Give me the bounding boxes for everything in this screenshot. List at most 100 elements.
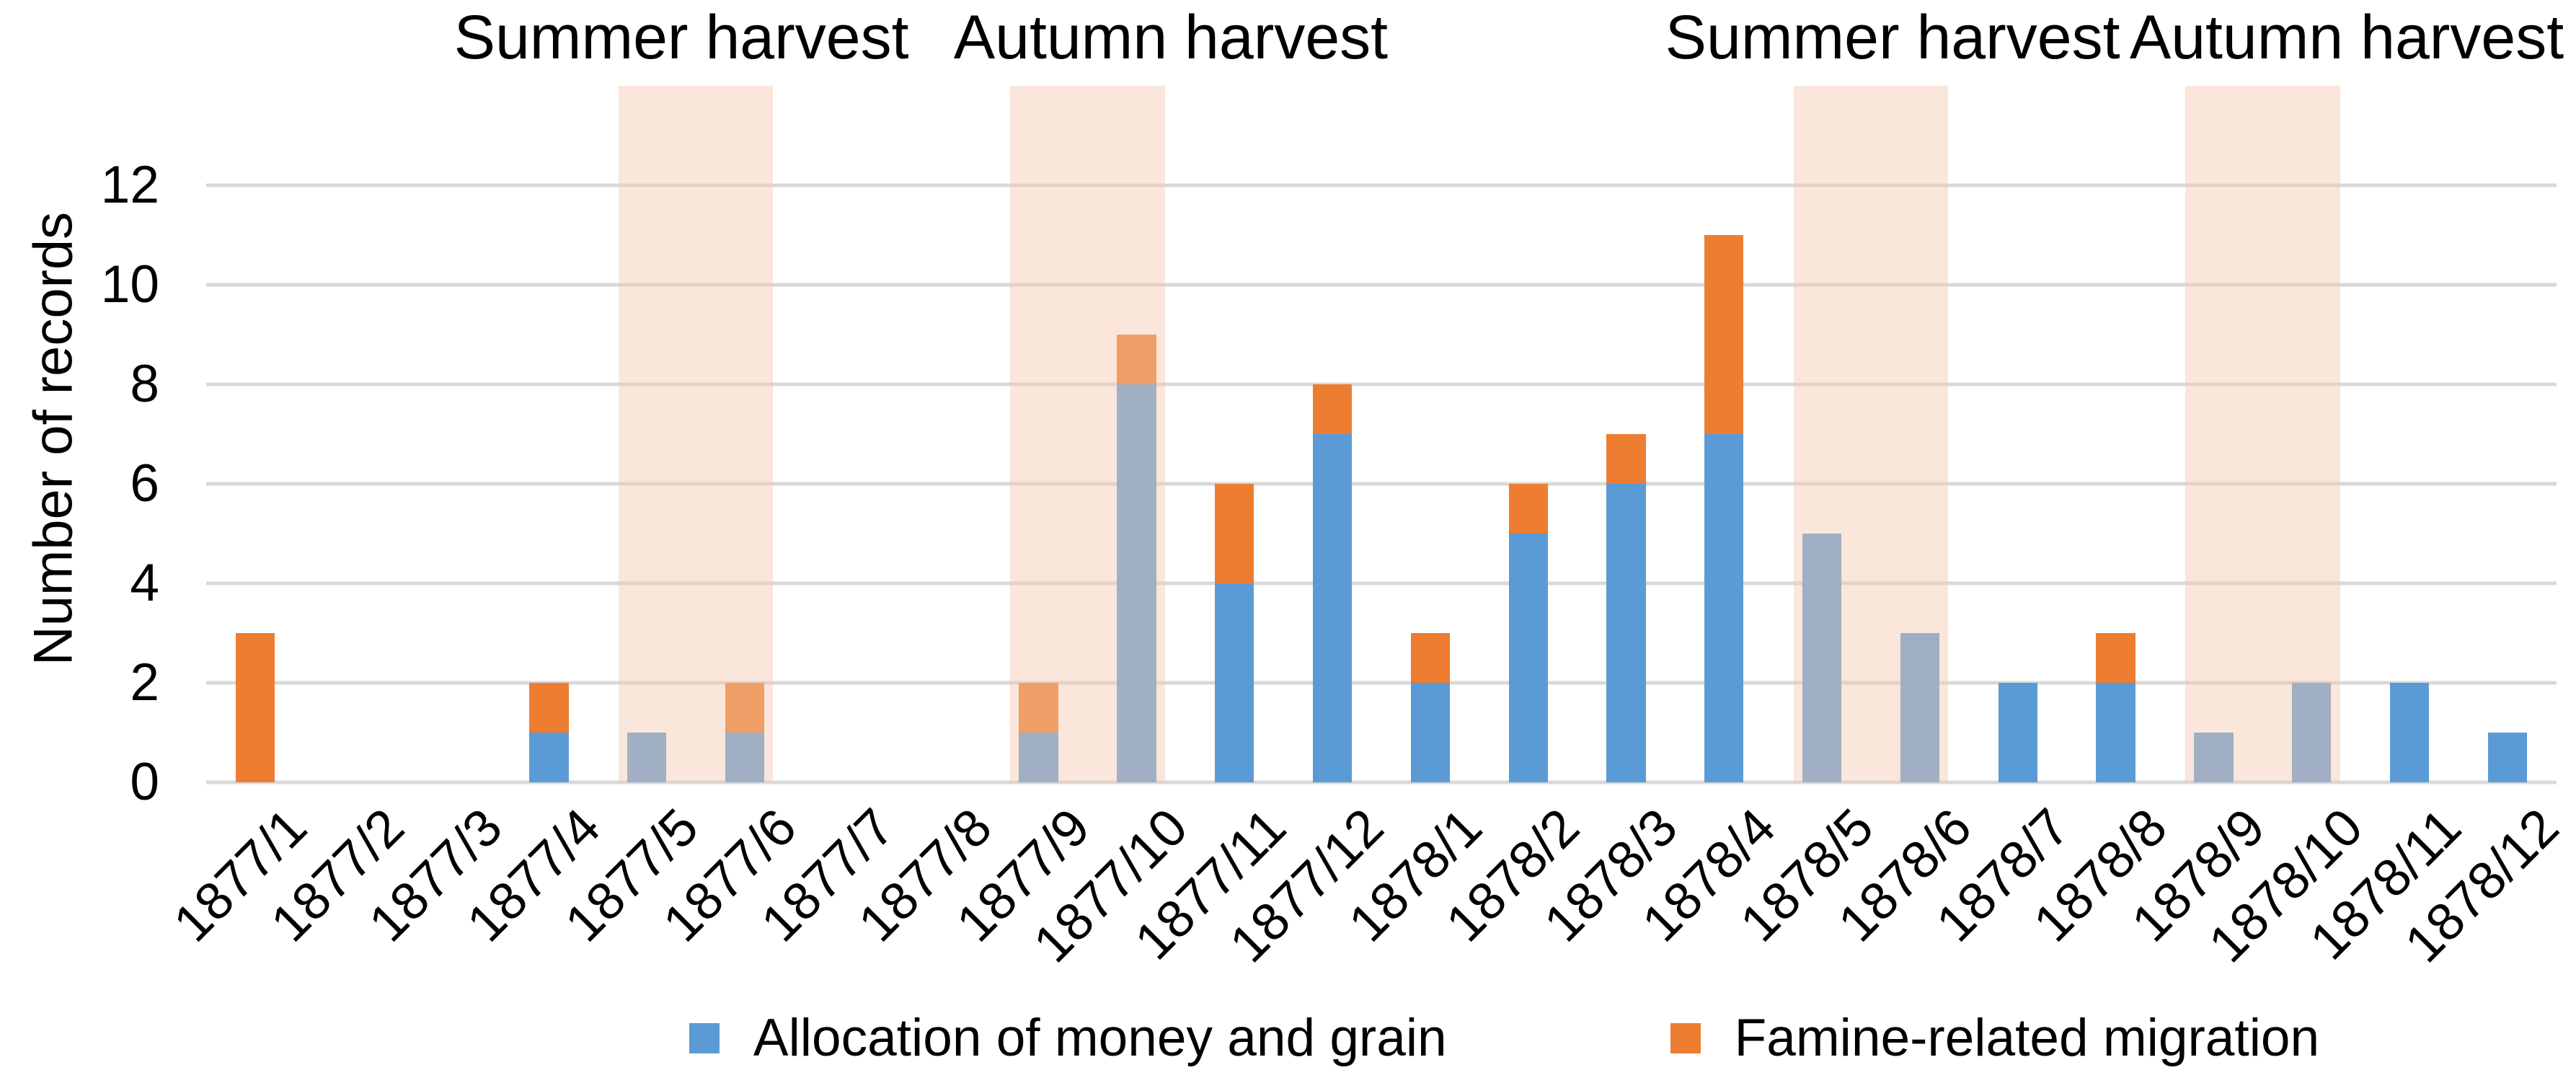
bar-segment-migration [1508,484,1548,534]
gridline-y-10 [206,283,2557,287]
category-slot: 1878/10 [2198,86,2374,973]
bar-segment-allocation [1508,534,1548,782]
category-slot: 1877/5 [554,86,709,952]
bar-segment-migration [2096,633,2135,683]
bar-segment-allocation [1606,484,1646,782]
category-slot: 1877/11 [1124,86,1297,971]
y-tick-label: 4 [130,554,159,612]
bar-stack [1410,633,1450,782]
bar-stack [1998,683,2037,782]
bar-segment-allocation [1312,434,1353,782]
bar-segment-migration [1410,633,1450,683]
bar-segment-allocation [1117,384,1156,782]
category-slot: 1877/7 [750,86,905,952]
bar-segment-allocation [1802,534,1842,782]
bar-stack [2096,633,2135,782]
bar-stack [529,683,569,782]
y-tick-label: 2 [130,653,159,712]
category-slot: 1877/3 [358,86,513,952]
y-tick-label: 8 [130,355,159,413]
bar-stack [1606,434,1646,782]
bar-stack [2487,733,2528,782]
category-slot: 1878/4 [1632,86,1787,952]
gridline-y-0 [206,780,2557,784]
harvest-band [2185,86,2340,782]
chart-legend: Allocation of money and grain Famine-rela… [216,1008,2576,1068]
bar-segment-allocation [1215,583,1254,782]
bar-slots: 1877/1 1877/2 1877/3 1877/4 1877/5 1877/6 1877… [162,86,2570,973]
bar-segment-allocation [1019,733,1058,782]
bar-segment-migration [235,633,275,782]
category-slot: 1878/6 [1827,86,1983,952]
legend-label: Famine-related migration [1734,1009,2320,1067]
bar-stack [1019,683,1058,782]
category-slot: 1878/2 [1435,86,1590,952]
bar-segment-allocation [1900,633,1940,782]
bar-stack [2292,683,2332,782]
category-slot: 1877/4 [456,86,611,952]
legend-item-allocation: Allocation of money and grain [689,1008,1447,1068]
bar-segment-migration [1312,384,1353,434]
legend-swatch-icon [1670,1022,1701,1053]
harvest-band-title: Summer harvest [453,3,909,72]
category-slot: 1878/5 [1730,86,1885,952]
category-slot: 1877/6 [652,86,807,952]
legend-swatch-icon [689,1022,720,1053]
bar-segment-allocation [1998,683,2037,782]
category-slot: 1878/3 [1533,86,1688,952]
bar-segment-allocation [2487,733,2528,782]
bar-stack [2194,733,2234,782]
bar-segment-migration [725,683,765,733]
category-slot: 1877/8 [848,86,1003,952]
category-slot: 1877/12 [1219,86,1395,973]
bar-segment-allocation [2194,733,2234,782]
bar-stack [235,633,275,782]
bar-segment-migration [1215,484,1254,583]
bar-stack [1802,534,1842,782]
gridline-y-8 [206,382,2557,386]
bar-stack [1215,484,1254,782]
bar-stack [1508,484,1548,782]
category-slot: 1878/1 [1337,86,1492,952]
bar-segment-migration [1117,335,1156,384]
y-tick-label: 10 [100,255,159,314]
bar-stack [725,683,765,782]
y-tick-label: 12 [100,156,159,214]
bar-segment-allocation [1410,683,1450,782]
bar-stack [2389,683,2430,782]
category-slot: 1878/7 [1925,86,2080,952]
category-slot: 1878/12 [2394,86,2570,973]
bar-segment-allocation [529,733,569,782]
plot-area: 1877/1 1877/2 1877/3 1877/4 1877/5 1877/6 1877… [162,86,2570,973]
bar-stack [1900,633,1940,782]
category-slot: 1878/9 [2121,86,2276,952]
bar-segment-migration [1704,235,1744,434]
category-slot: 1878/8 [2023,86,2178,952]
bar-segment-allocation [2389,683,2430,782]
bar-stack [1704,235,1744,782]
y-tick-label: 6 [130,454,159,513]
bar-segment-allocation [627,733,667,782]
harvest-band-title: Autumn harvest [2129,3,2564,72]
bar-stack [1312,384,1353,782]
category-slot: 1878/11 [2299,86,2472,971]
category-slot: 1877/10 [1023,86,1199,973]
bar-segment-allocation [2292,683,2332,782]
gridline-y-6 [206,482,2557,486]
harvest-band [1010,86,1165,782]
bar-stack [1117,335,1156,782]
gridline-y-4 [206,581,2557,585]
y-tick-label: 0 [130,753,159,811]
harvest-band-title: Summer harvest [1665,3,2120,72]
bar-stack [627,733,667,782]
bar-segment-allocation [2096,683,2135,782]
bar-segment-allocation [1704,434,1744,782]
gridline-y-2 [206,681,2557,685]
category-slot: 1877/1 [162,86,317,952]
bar-segment-migration [529,683,569,733]
legend-label: Allocation of money and grain [753,1009,1447,1067]
bar-segment-migration [1019,683,1058,733]
category-slot: 1877/9 [946,86,1101,952]
harvest-band-title: Autumn harvest [953,3,1389,72]
